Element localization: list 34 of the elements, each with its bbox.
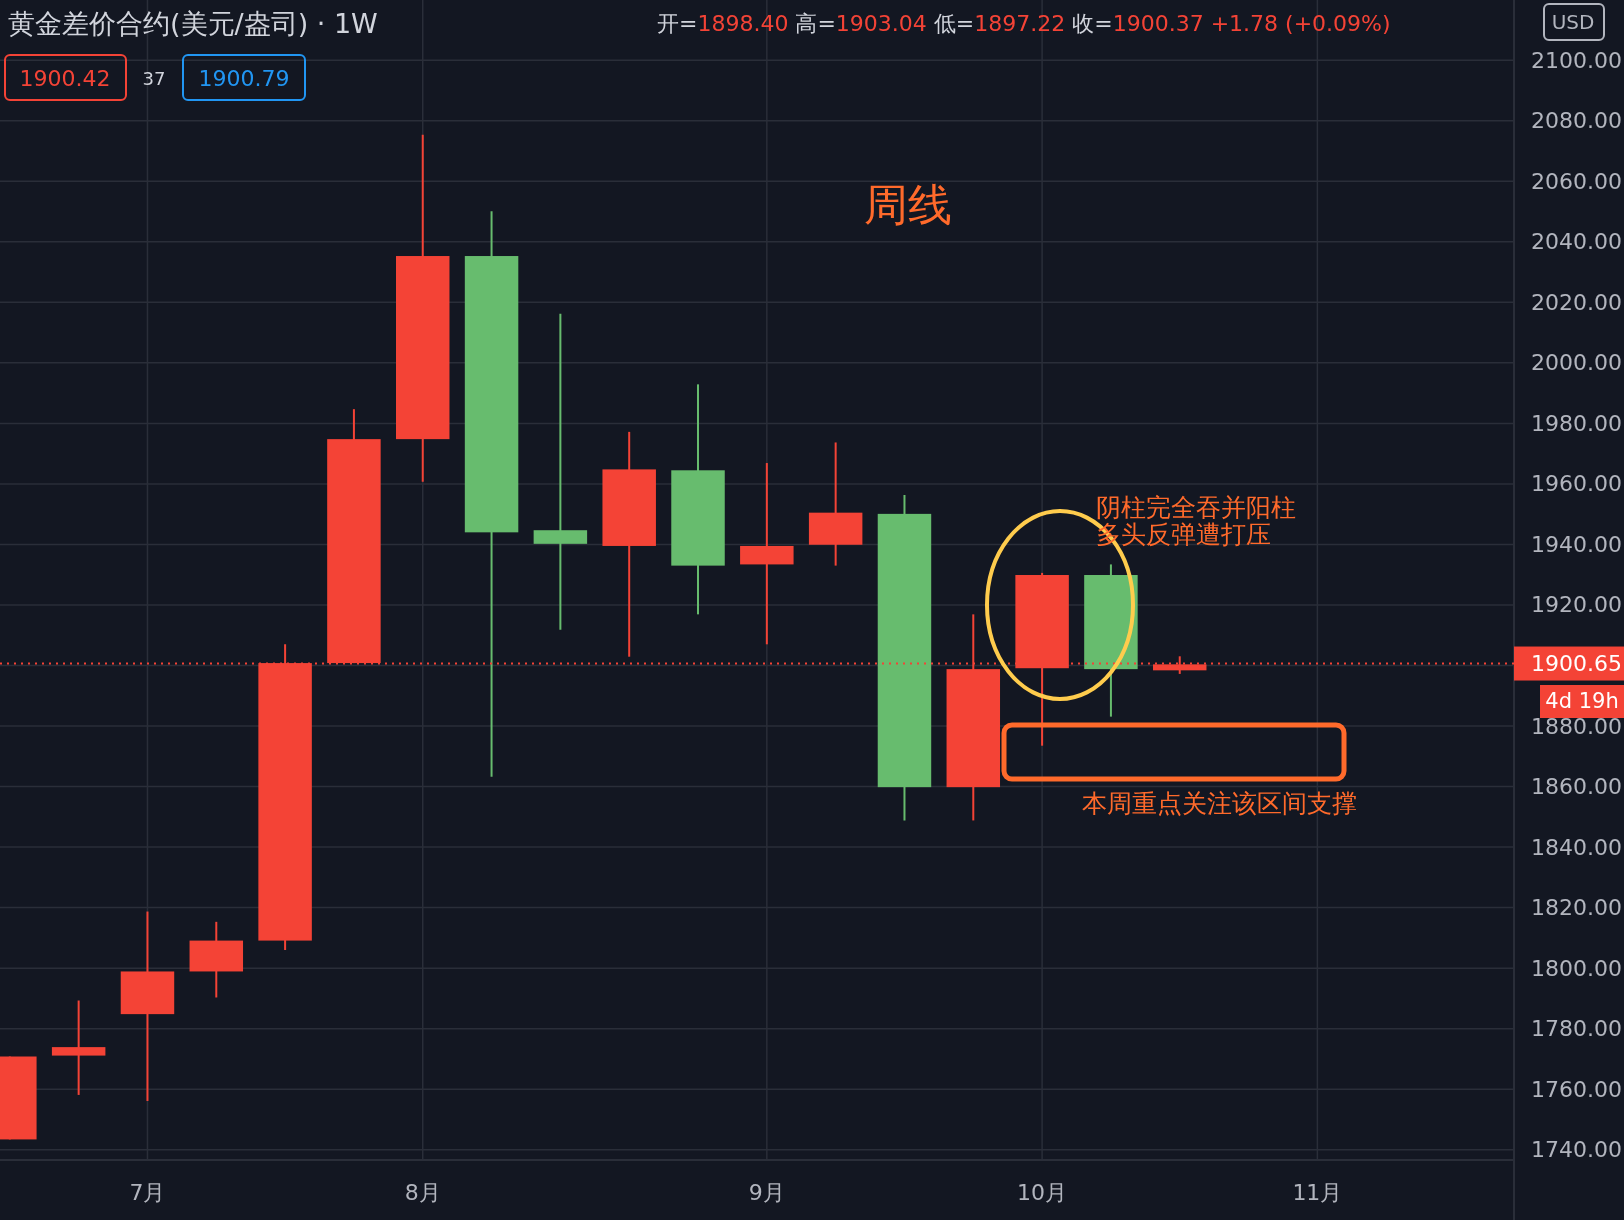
x-tick-label: 7月 [129, 1180, 166, 1205]
y-tick-label: 1820.00 [1531, 895, 1622, 921]
y-tick-label: 1880.00 [1531, 713, 1622, 739]
annotation: 本周重点关注该区间支撑 [1082, 788, 1357, 818]
y-tick-label: 1920.00 [1531, 592, 1622, 618]
x-tick-label: 9月 [748, 1180, 785, 1205]
annotation: 37 [142, 67, 166, 89]
text: 开=1898.40 高=1903.04 低=1897.22 收=1900.37 +1.78 (+0.09%) [657, 10, 1391, 36]
x-tick-label: 11月 [1292, 1180, 1343, 1205]
y-tick-label: 1760.00 [1531, 1076, 1622, 1102]
text: 4d 19h [1545, 689, 1619, 713]
y-tick-label: 2060.00 [1531, 168, 1622, 194]
text: USD [1551, 10, 1595, 34]
chart-title: 黄金差价合约(美元/盎司) · 1W [8, 7, 378, 39]
annotation: 1900.42 [19, 65, 111, 91]
annotation: 阴柱完全吞并阳柱 [1096, 492, 1296, 522]
annotation: 1900.79 [198, 65, 290, 91]
y-tick-label: 2040.00 [1531, 229, 1622, 255]
y-tick-label: 2020.00 [1531, 289, 1622, 315]
y-tick-label: 2080.00 [1531, 108, 1622, 134]
annotation: 周线 [864, 178, 952, 230]
ref-line-label: 1900.65 [1531, 651, 1622, 677]
y-tick-label: 1940.00 [1531, 531, 1622, 557]
x-tick-label: 8月 [404, 1180, 441, 1205]
y-tick-label: 1980.00 [1531, 410, 1622, 436]
x-tick-label: 10月 [1017, 1180, 1068, 1205]
y-tick-label: 1740.00 [1531, 1137, 1622, 1163]
y-tick-label: 1960.00 [1531, 471, 1622, 497]
y-tick-label: 1780.00 [1531, 1016, 1622, 1042]
y-tick-label: 1860.00 [1531, 774, 1622, 800]
y-tick-label: 2100.00 [1531, 47, 1622, 73]
y-tick-label: 1800.00 [1531, 955, 1622, 981]
y-tick-label: 1840.00 [1531, 834, 1622, 860]
y-tick-label: 2000.00 [1531, 350, 1622, 376]
